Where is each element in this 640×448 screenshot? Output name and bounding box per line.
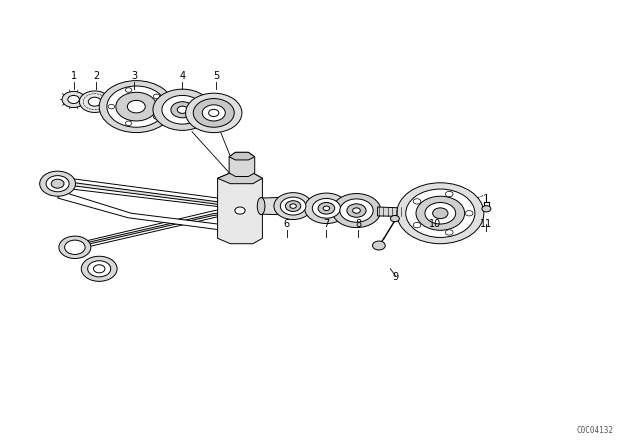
Text: 4: 4 <box>179 71 186 81</box>
Circle shape <box>202 105 225 121</box>
Circle shape <box>318 202 335 214</box>
Circle shape <box>433 208 448 219</box>
Text: 9: 9 <box>392 272 399 282</box>
Text: 1: 1 <box>70 71 77 81</box>
Circle shape <box>390 215 399 222</box>
Circle shape <box>332 194 381 228</box>
Circle shape <box>372 241 385 250</box>
Circle shape <box>274 193 312 220</box>
Text: 6: 6 <box>284 220 290 229</box>
Circle shape <box>290 204 296 208</box>
Circle shape <box>99 81 173 133</box>
Circle shape <box>445 191 453 197</box>
Circle shape <box>88 97 101 106</box>
Circle shape <box>285 201 301 211</box>
Circle shape <box>65 240 85 254</box>
Circle shape <box>416 196 465 230</box>
Polygon shape <box>229 152 255 160</box>
Circle shape <box>107 86 166 127</box>
Circle shape <box>127 100 145 113</box>
Circle shape <box>125 121 132 125</box>
Ellipse shape <box>291 197 298 215</box>
Text: 5: 5 <box>213 71 220 81</box>
Circle shape <box>323 206 330 211</box>
Polygon shape <box>261 197 294 215</box>
Circle shape <box>108 104 115 109</box>
Polygon shape <box>218 173 262 184</box>
Circle shape <box>406 189 475 237</box>
Circle shape <box>305 193 348 224</box>
Circle shape <box>397 183 484 244</box>
Circle shape <box>287 201 302 211</box>
Circle shape <box>413 222 421 228</box>
Text: C0C04132: C0C04132 <box>576 426 613 435</box>
Circle shape <box>154 115 160 119</box>
Circle shape <box>171 102 194 118</box>
Circle shape <box>235 207 245 214</box>
Circle shape <box>116 92 157 121</box>
Circle shape <box>177 106 188 113</box>
Circle shape <box>186 93 242 133</box>
Polygon shape <box>229 152 255 177</box>
Circle shape <box>40 171 76 196</box>
Polygon shape <box>70 208 229 252</box>
Text: 8: 8 <box>355 220 362 229</box>
Circle shape <box>162 95 203 124</box>
Polygon shape <box>378 207 422 217</box>
Text: 11: 11 <box>480 220 493 229</box>
Circle shape <box>51 179 64 188</box>
Circle shape <box>283 198 306 214</box>
Text: 2: 2 <box>93 71 99 81</box>
Circle shape <box>209 109 219 116</box>
Circle shape <box>193 99 234 127</box>
Polygon shape <box>54 177 230 208</box>
Circle shape <box>425 202 456 224</box>
Ellipse shape <box>257 198 265 215</box>
Text: 7: 7 <box>323 220 330 229</box>
Circle shape <box>312 198 340 218</box>
Circle shape <box>46 176 69 192</box>
Circle shape <box>153 89 212 130</box>
Circle shape <box>68 95 79 103</box>
Circle shape <box>445 230 453 235</box>
Circle shape <box>81 256 117 281</box>
Text: 3: 3 <box>131 71 138 81</box>
Circle shape <box>154 94 160 99</box>
Polygon shape <box>218 173 262 244</box>
Circle shape <box>353 208 360 213</box>
Polygon shape <box>75 212 227 250</box>
Polygon shape <box>58 191 227 233</box>
Circle shape <box>59 236 91 258</box>
Circle shape <box>88 261 111 277</box>
Circle shape <box>93 265 105 273</box>
Circle shape <box>62 91 85 108</box>
Circle shape <box>482 206 491 212</box>
Circle shape <box>413 199 421 204</box>
Circle shape <box>340 199 373 222</box>
Circle shape <box>125 88 132 92</box>
Text: 10: 10 <box>429 220 442 229</box>
Circle shape <box>347 204 366 217</box>
Polygon shape <box>60 181 228 207</box>
Circle shape <box>465 211 473 216</box>
Circle shape <box>79 91 110 112</box>
Circle shape <box>280 197 306 215</box>
